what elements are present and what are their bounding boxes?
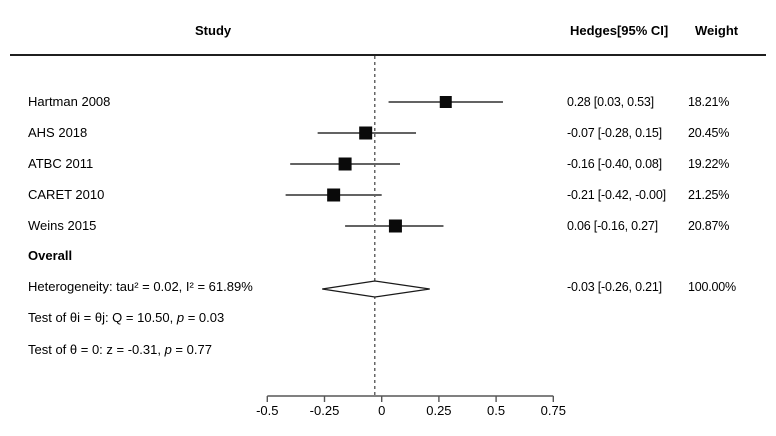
header-divider	[10, 54, 766, 56]
weight-column-header: Weight	[695, 23, 739, 38]
effect-marker	[359, 126, 373, 140]
effect-marker	[327, 188, 341, 202]
effect-value: 0.06 [-0.16, 0.27]	[567, 219, 658, 233]
study-label: AHS 2018	[28, 125, 88, 140]
study-label: Hartman 2008	[28, 94, 111, 109]
overall-effect-value: -0.03 [-0.26, 0.21]	[567, 280, 662, 294]
study-label: ATBC 2011	[28, 156, 94, 171]
effect-value: -0.07 [-0.28, 0.15]	[567, 126, 662, 140]
weight-value: 20.87%	[688, 219, 730, 233]
x-axis-tick-label: 0.25	[426, 403, 451, 418]
note-line: Heterogeneity: tau² = 0.02, I² = 61.89%	[28, 279, 253, 295]
weight-value: 18.21%	[688, 95, 730, 109]
x-axis-tick-label: 0.5	[487, 403, 505, 418]
overall-label: Overall	[28, 248, 73, 263]
x-axis-tick-label: 0	[378, 403, 385, 418]
effect-value: -0.21 [-0.42, -0.00]	[567, 188, 666, 202]
x-axis-tick-label: -0.25	[310, 403, 340, 418]
weight-value: 19.22%	[688, 157, 730, 171]
overall-weight-value: 100.00%	[688, 280, 736, 294]
note-segment: Test of θ = 0: z = -0.31,	[28, 342, 165, 357]
effect-value: -0.16 [-0.40, 0.08]	[567, 157, 662, 171]
note-line: Test of θi = θj: Q = 10.50, p = 0.03	[28, 310, 224, 326]
x-axis-tick-label: -0.5	[256, 403, 278, 418]
note-segment: = 0.77	[171, 342, 212, 357]
study-label: CARET 2010	[28, 187, 105, 202]
overall-diamond	[322, 280, 430, 298]
effect-marker	[338, 157, 352, 171]
effect-marker	[439, 96, 452, 108]
note-segment: Heterogeneity: tau² = 0.02, I² = 61.89%	[28, 279, 253, 294]
weight-value: 20.45%	[688, 126, 730, 140]
study-label: Weins 2015	[28, 218, 97, 233]
effect-value: 0.28 [0.03, 0.53]	[567, 95, 654, 109]
note-segment: Test of θi = θj: Q = 10.50,	[28, 310, 177, 325]
note-italic-segment: p	[176, 310, 185, 325]
weight-value: 21.25%	[688, 188, 730, 202]
note-segment: = 0.03	[184, 310, 225, 325]
effect-column-header: Hedges[95% CI]	[570, 23, 669, 38]
note-line: Test of θ = 0: z = -0.31, p = 0.77	[28, 342, 212, 358]
effect-marker	[388, 219, 402, 233]
note-italic-segment: p	[164, 342, 172, 357]
x-axis-tick-label: 0.75	[541, 403, 566, 418]
study-column-header: Study	[195, 23, 232, 38]
